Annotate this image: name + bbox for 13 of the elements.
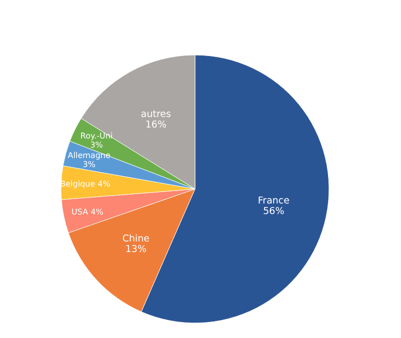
slice-label: autres: [140, 108, 171, 120]
data-label: 56%: [263, 206, 284, 218]
data-label: 4%: [98, 180, 110, 189]
slice-label: France: [258, 196, 290, 207]
slice-label: Allemagne: [68, 151, 110, 160]
slice-label: Roy.-Uni: [80, 132, 113, 141]
data-label: 13%: [125, 244, 146, 256]
slice-label: Chine: [122, 234, 150, 245]
data-label: 3%: [90, 140, 104, 150]
data-label: 3%: [82, 160, 96, 169]
slice-label: USA: [72, 207, 88, 216]
data-label: 16%: [145, 119, 166, 130]
data-label: 4%: [90, 207, 104, 216]
